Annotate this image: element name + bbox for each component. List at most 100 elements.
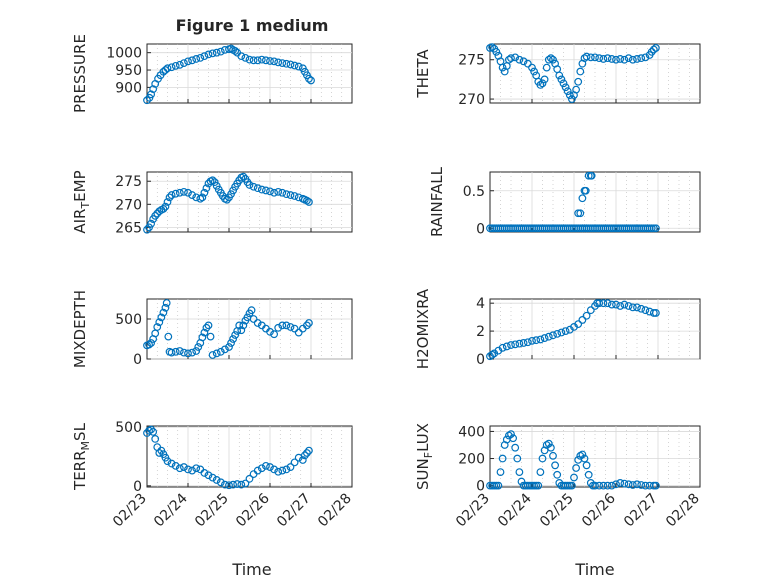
data-point-air_temp [223, 195, 231, 204]
data-point-pressure [227, 44, 235, 53]
figure-title: Figure 1 medium [176, 16, 329, 35]
data-point-h2omixra [511, 340, 520, 349]
data-point-rainfall [578, 194, 587, 203]
data-point-sun_flux [620, 479, 629, 488]
x-tick-label: 02/24 [151, 490, 191, 530]
data-point-pressure [305, 74, 313, 83]
data-point-terr_msl [229, 480, 238, 489]
x-tick-label: 02/25 [537, 491, 577, 531]
data-point-sun_flux [563, 481, 572, 490]
y-tick-label: 2 [476, 324, 485, 340]
subplot-theta: 270 275 THETA [414, 43, 701, 108]
x-axis-label-right: Time [574, 560, 614, 579]
data-point-air_temp [165, 193, 174, 202]
data-point-air_temp [253, 184, 262, 193]
data-point-air_temp [188, 191, 197, 199]
data-point-air_temp [305, 198, 313, 206]
data-point-air_temp [151, 211, 160, 220]
data-point-mixdepth [202, 323, 211, 332]
data-point-terr_msl [216, 478, 225, 487]
data-point-air_temp [200, 188, 209, 197]
data-point-h2omixra [540, 334, 549, 342]
data-point-pressure [204, 50, 213, 59]
data-point-sun_flux [532, 481, 541, 490]
plot-area-terr_msl [146, 425, 353, 488]
data-point-sun_flux [595, 481, 604, 490]
data-point-h2omixra [561, 327, 570, 335]
data-point-rainfall [582, 224, 591, 233]
data-point-sun_flux [649, 481, 658, 490]
data-point-h2omixra [595, 299, 604, 308]
data-point-air_temp [175, 188, 184, 197]
data-point-terr_msl [257, 464, 266, 473]
data-point-h2omixra [502, 342, 511, 351]
data-point-mixdepth [212, 349, 221, 358]
data-point-theta [559, 79, 568, 88]
data-point-pressure [161, 66, 170, 74]
data-point-pressure [237, 52, 246, 61]
data-point-mixdepth [294, 328, 303, 337]
data-point-terr_msl [167, 459, 176, 468]
data-point-pressure [212, 48, 221, 57]
data-point-terr_msl [175, 464, 184, 473]
data-point-pressure [167, 63, 176, 72]
data-point-sun_flux [507, 430, 515, 439]
data-point-mixdepth [164, 332, 173, 341]
data-point-h2omixra [649, 309, 658, 317]
data-point-theta [624, 54, 633, 63]
data-point-mixdepth [188, 348, 197, 357]
data-point-terr_msl [282, 465, 291, 474]
data-point-theta [641, 53, 650, 62]
plot-area-air_temp [146, 171, 353, 233]
plot-area-rainfall [489, 171, 701, 233]
data-point-h2omixra [532, 336, 541, 345]
data-point-sun_flux [544, 439, 553, 448]
data-point-air_temp [282, 190, 291, 199]
data-point-mixdepth [208, 351, 217, 359]
data-point-theta [586, 53, 595, 62]
data-point-mixdepth [274, 323, 283, 332]
y-axis-label-terr_msl: TERRMSL [71, 422, 92, 491]
data-point-air_temp [266, 187, 274, 196]
data-point-mixdepth [286, 323, 295, 331]
data-point-pressure [192, 55, 201, 63]
data-point-h2omixra [633, 303, 641, 312]
data-point-mixdepth [303, 321, 311, 330]
data-point-terr_msl [179, 463, 188, 471]
data-point-theta [637, 54, 646, 63]
data-point-theta [515, 55, 524, 64]
data-point-sun_flux [612, 480, 620, 489]
data-point-h2omixra [553, 329, 562, 338]
data-point-theta [538, 79, 547, 88]
data-point-sun_flux [530, 481, 538, 490]
data-point-sun_flux [534, 481, 543, 490]
data-point-pressure [231, 47, 240, 55]
data-point-mixdepth [145, 340, 153, 349]
data-point-sun_flux [633, 480, 641, 489]
data-point-terr_msl [274, 467, 283, 476]
data-point-mixdepth [229, 335, 238, 343]
x-tick-label: 02/27 [274, 491, 314, 531]
data-point-air_temp [161, 202, 170, 211]
data-point-sun_flux [509, 434, 517, 443]
data-point-h2omixra [624, 302, 633, 310]
data-point-theta [561, 83, 570, 92]
data-point-terr_msl [305, 446, 313, 455]
data-point-mixdepth [231, 331, 240, 339]
data-point-pressure [208, 49, 217, 58]
data-point-pressure [175, 60, 184, 69]
data-point-pressure [290, 61, 299, 70]
data-point-terr_msl [220, 480, 229, 489]
data-point-mixdepth [204, 321, 213, 330]
data-point-h2omixra [620, 300, 629, 309]
data-point-air_temp [270, 188, 279, 197]
y-tick-label: 500 [115, 420, 142, 436]
data-point-mixdepth [155, 318, 164, 327]
data-point-h2omixra [523, 338, 532, 347]
data-point-sun_flux [498, 454, 507, 463]
data-point-mixdepth [270, 330, 279, 339]
data-point-mixdepth [305, 319, 313, 327]
data-point-theta [528, 63, 536, 72]
data-point-theta [652, 44, 660, 52]
y-tick-label: 265 [115, 220, 142, 236]
